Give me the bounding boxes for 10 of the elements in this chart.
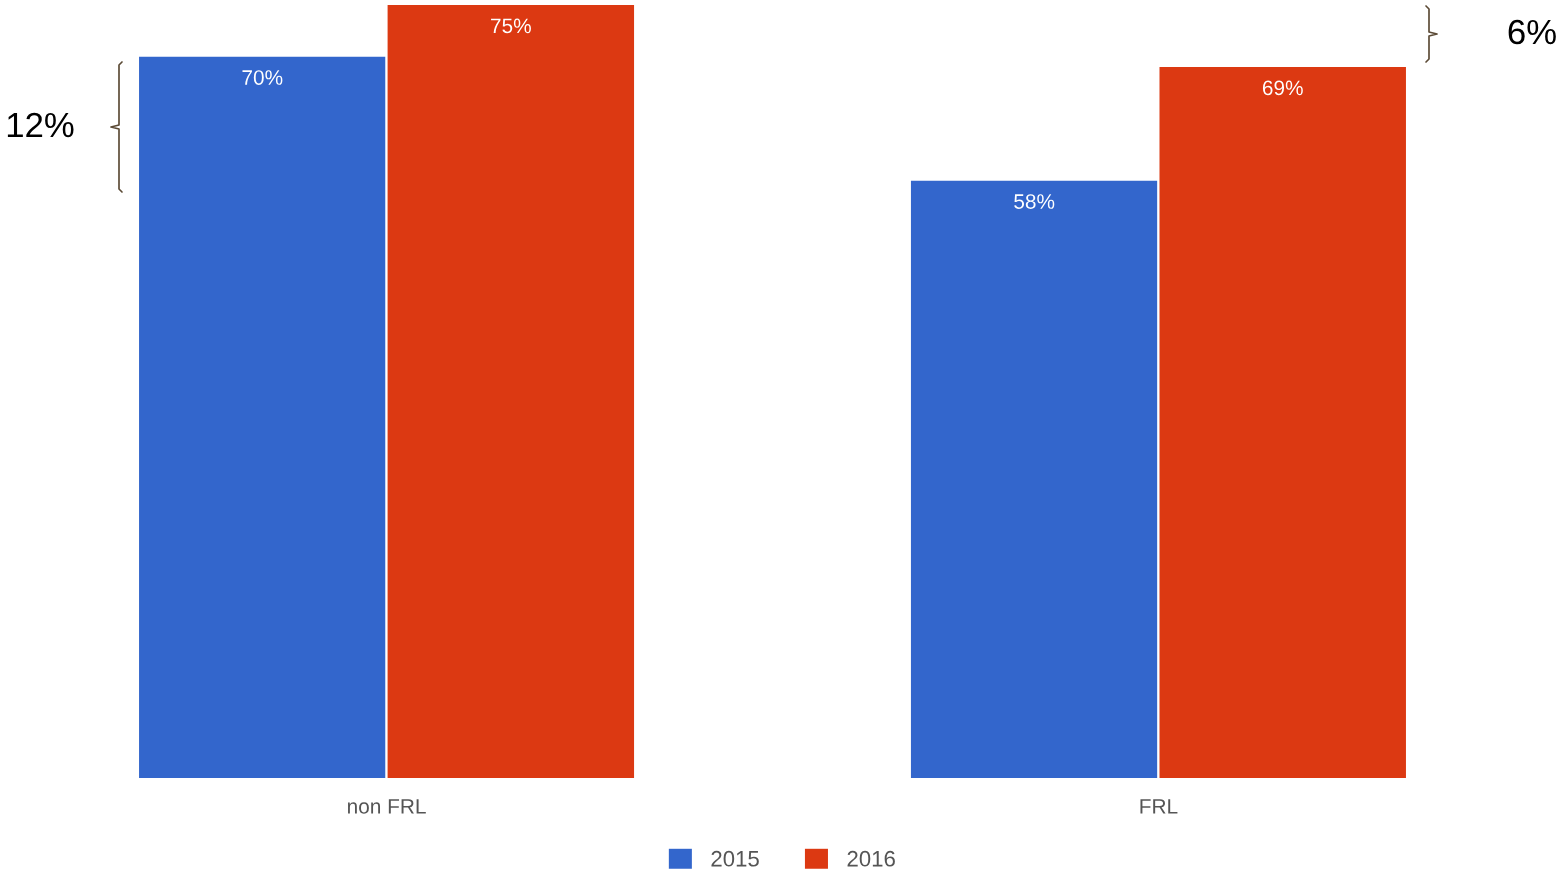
annotation: 6% [1508, 19, 1556, 45]
legend-label: 2015 [711, 850, 759, 867]
data-label: 58% [1014, 194, 1055, 209]
x-tick-label: FRL [1140, 799, 1178, 814]
legend-label: 2016 [847, 850, 895, 867]
data-label: 69% [1262, 80, 1303, 96]
annotation: 12% [7, 112, 74, 138]
x-tick-label: non FRL [347, 799, 426, 814]
data-label: 75% [491, 18, 531, 34]
data-label: 70% [242, 70, 283, 85]
